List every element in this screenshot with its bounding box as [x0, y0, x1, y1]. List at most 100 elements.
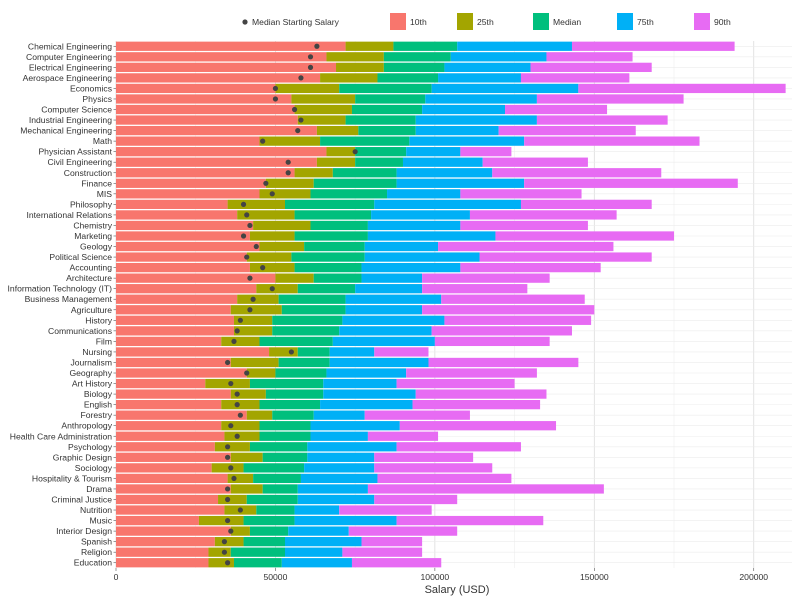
bar-segment-25th — [237, 294, 279, 304]
median-start-point — [234, 391, 240, 397]
bar-segment-90th — [524, 178, 738, 188]
median-start-point — [228, 528, 234, 534]
median-start-point — [352, 149, 358, 155]
bar-segment-75th — [367, 220, 461, 231]
bar-segment-90th — [536, 94, 684, 104]
bar-segment-25th — [249, 262, 295, 273]
bar-segment-10th — [116, 357, 231, 368]
bar-segment-75th — [361, 273, 423, 283]
bar-segment-25th — [253, 220, 311, 231]
bar-segment-75th — [342, 315, 445, 325]
bar-segment-90th — [422, 284, 528, 294]
bar-segment-25th — [221, 421, 260, 431]
bar-segment-25th — [246, 368, 276, 378]
bar-segment-75th — [313, 410, 365, 420]
bar-segment-median — [285, 199, 375, 210]
median-start-point — [247, 307, 253, 313]
bar-segment-10th — [116, 273, 276, 283]
bar-segment-75th — [304, 463, 375, 473]
bar-segment-90th — [460, 189, 582, 199]
bar-segment-25th — [326, 147, 356, 157]
median-start-point — [244, 212, 250, 218]
bar-segment-median — [294, 210, 372, 220]
median-start-point — [285, 170, 291, 176]
bar-segment-10th — [116, 41, 346, 51]
bar-segment-10th — [116, 305, 231, 315]
bar-segment-10th — [116, 284, 257, 294]
bar-segment-75th — [285, 537, 362, 547]
bar-segment-10th — [116, 73, 321, 83]
bar-segment-10th — [116, 136, 260, 146]
y-tick-label: Construction — [64, 168, 112, 178]
bar-segment-median — [272, 315, 343, 325]
y-tick-label: Graphic Design — [53, 452, 112, 462]
bar-segment-75th — [396, 168, 493, 178]
y-tick-label: Sociology — [75, 463, 113, 473]
bar-segment-25th — [345, 41, 394, 51]
bar-segment-90th — [578, 83, 786, 94]
bar-segment-10th — [116, 336, 222, 347]
bar-segment-median — [345, 115, 416, 125]
bar-segment-median — [281, 305, 346, 315]
bar-segment-25th — [230, 526, 250, 536]
bar-stacks — [116, 41, 786, 568]
bar-segment-25th — [208, 558, 234, 568]
median-start-point — [231, 475, 237, 482]
x-tick-label: 150000 — [580, 572, 609, 582]
legend-label-10th: 10th — [410, 17, 427, 27]
y-tick-label: Chemical Engineering — [28, 41, 112, 51]
bar-segment-90th — [377, 473, 512, 484]
y-tick-label: Interior Design — [56, 526, 112, 536]
bar-segment-10th — [116, 104, 295, 115]
bar-segment-10th — [116, 252, 247, 262]
bar-segment-25th — [316, 157, 356, 167]
bar-segment-25th — [230, 305, 282, 315]
bar-segment-25th — [211, 463, 244, 473]
median-start-point — [221, 549, 228, 555]
bar-segment-75th — [297, 494, 375, 505]
bar-segment-75th — [406, 147, 461, 157]
bar-segment-75th — [371, 210, 470, 220]
bar-segment-25th — [230, 357, 279, 368]
legend-label-25th: 25th — [477, 17, 494, 27]
median-start-point — [237, 412, 243, 418]
y-tick-label: Math — [93, 136, 112, 146]
bar-segment-25th — [259, 189, 311, 199]
bar-segment-25th — [259, 136, 321, 146]
bar-segment-90th — [434, 336, 550, 347]
bar-segment-25th — [224, 431, 260, 441]
bar-segment-median — [313, 273, 362, 283]
bar-segment-75th — [332, 336, 435, 347]
bar-segment-75th — [431, 83, 579, 94]
y-tick-label: Nursing — [82, 347, 112, 357]
bar-segment-median — [243, 537, 285, 547]
bar-segment-75th — [307, 452, 375, 462]
bar-segment-10th — [116, 147, 327, 157]
bar-segment-median — [383, 62, 445, 72]
bar-segment-10th — [116, 484, 231, 494]
bar-segment-median — [351, 104, 423, 115]
bar-segment-90th — [505, 104, 608, 115]
y-tick-label: Finance — [81, 178, 112, 188]
median-start-point — [272, 85, 279, 92]
median-start-point — [298, 75, 304, 81]
y-tick-label: Electrical Engineering — [29, 62, 112, 72]
bar-segment-90th — [412, 399, 541, 410]
bar-segment-90th — [342, 547, 423, 557]
bar-segment-75th — [367, 231, 496, 241]
median-start-point — [298, 117, 304, 123]
y-tick-label: Art History — [72, 379, 113, 389]
y-tick-label: Journalism — [70, 357, 112, 367]
y-tick-label: Information Technology (IT) — [8, 284, 113, 294]
median-start-point — [231, 338, 237, 344]
y-tick-label: Political Science — [49, 252, 112, 262]
bar-segment-median — [297, 284, 356, 294]
bar-segment-90th — [441, 294, 585, 304]
bar-segment-25th — [294, 104, 352, 115]
bar-segment-75th — [450, 52, 547, 62]
bar-segment-25th — [246, 410, 273, 420]
bar-segment-75th — [329, 347, 375, 357]
bar-segment-75th — [323, 378, 397, 389]
legend: Median Starting Salary 10th 25th Median 75t… — [242, 13, 731, 30]
bar-segment-90th — [546, 52, 633, 62]
